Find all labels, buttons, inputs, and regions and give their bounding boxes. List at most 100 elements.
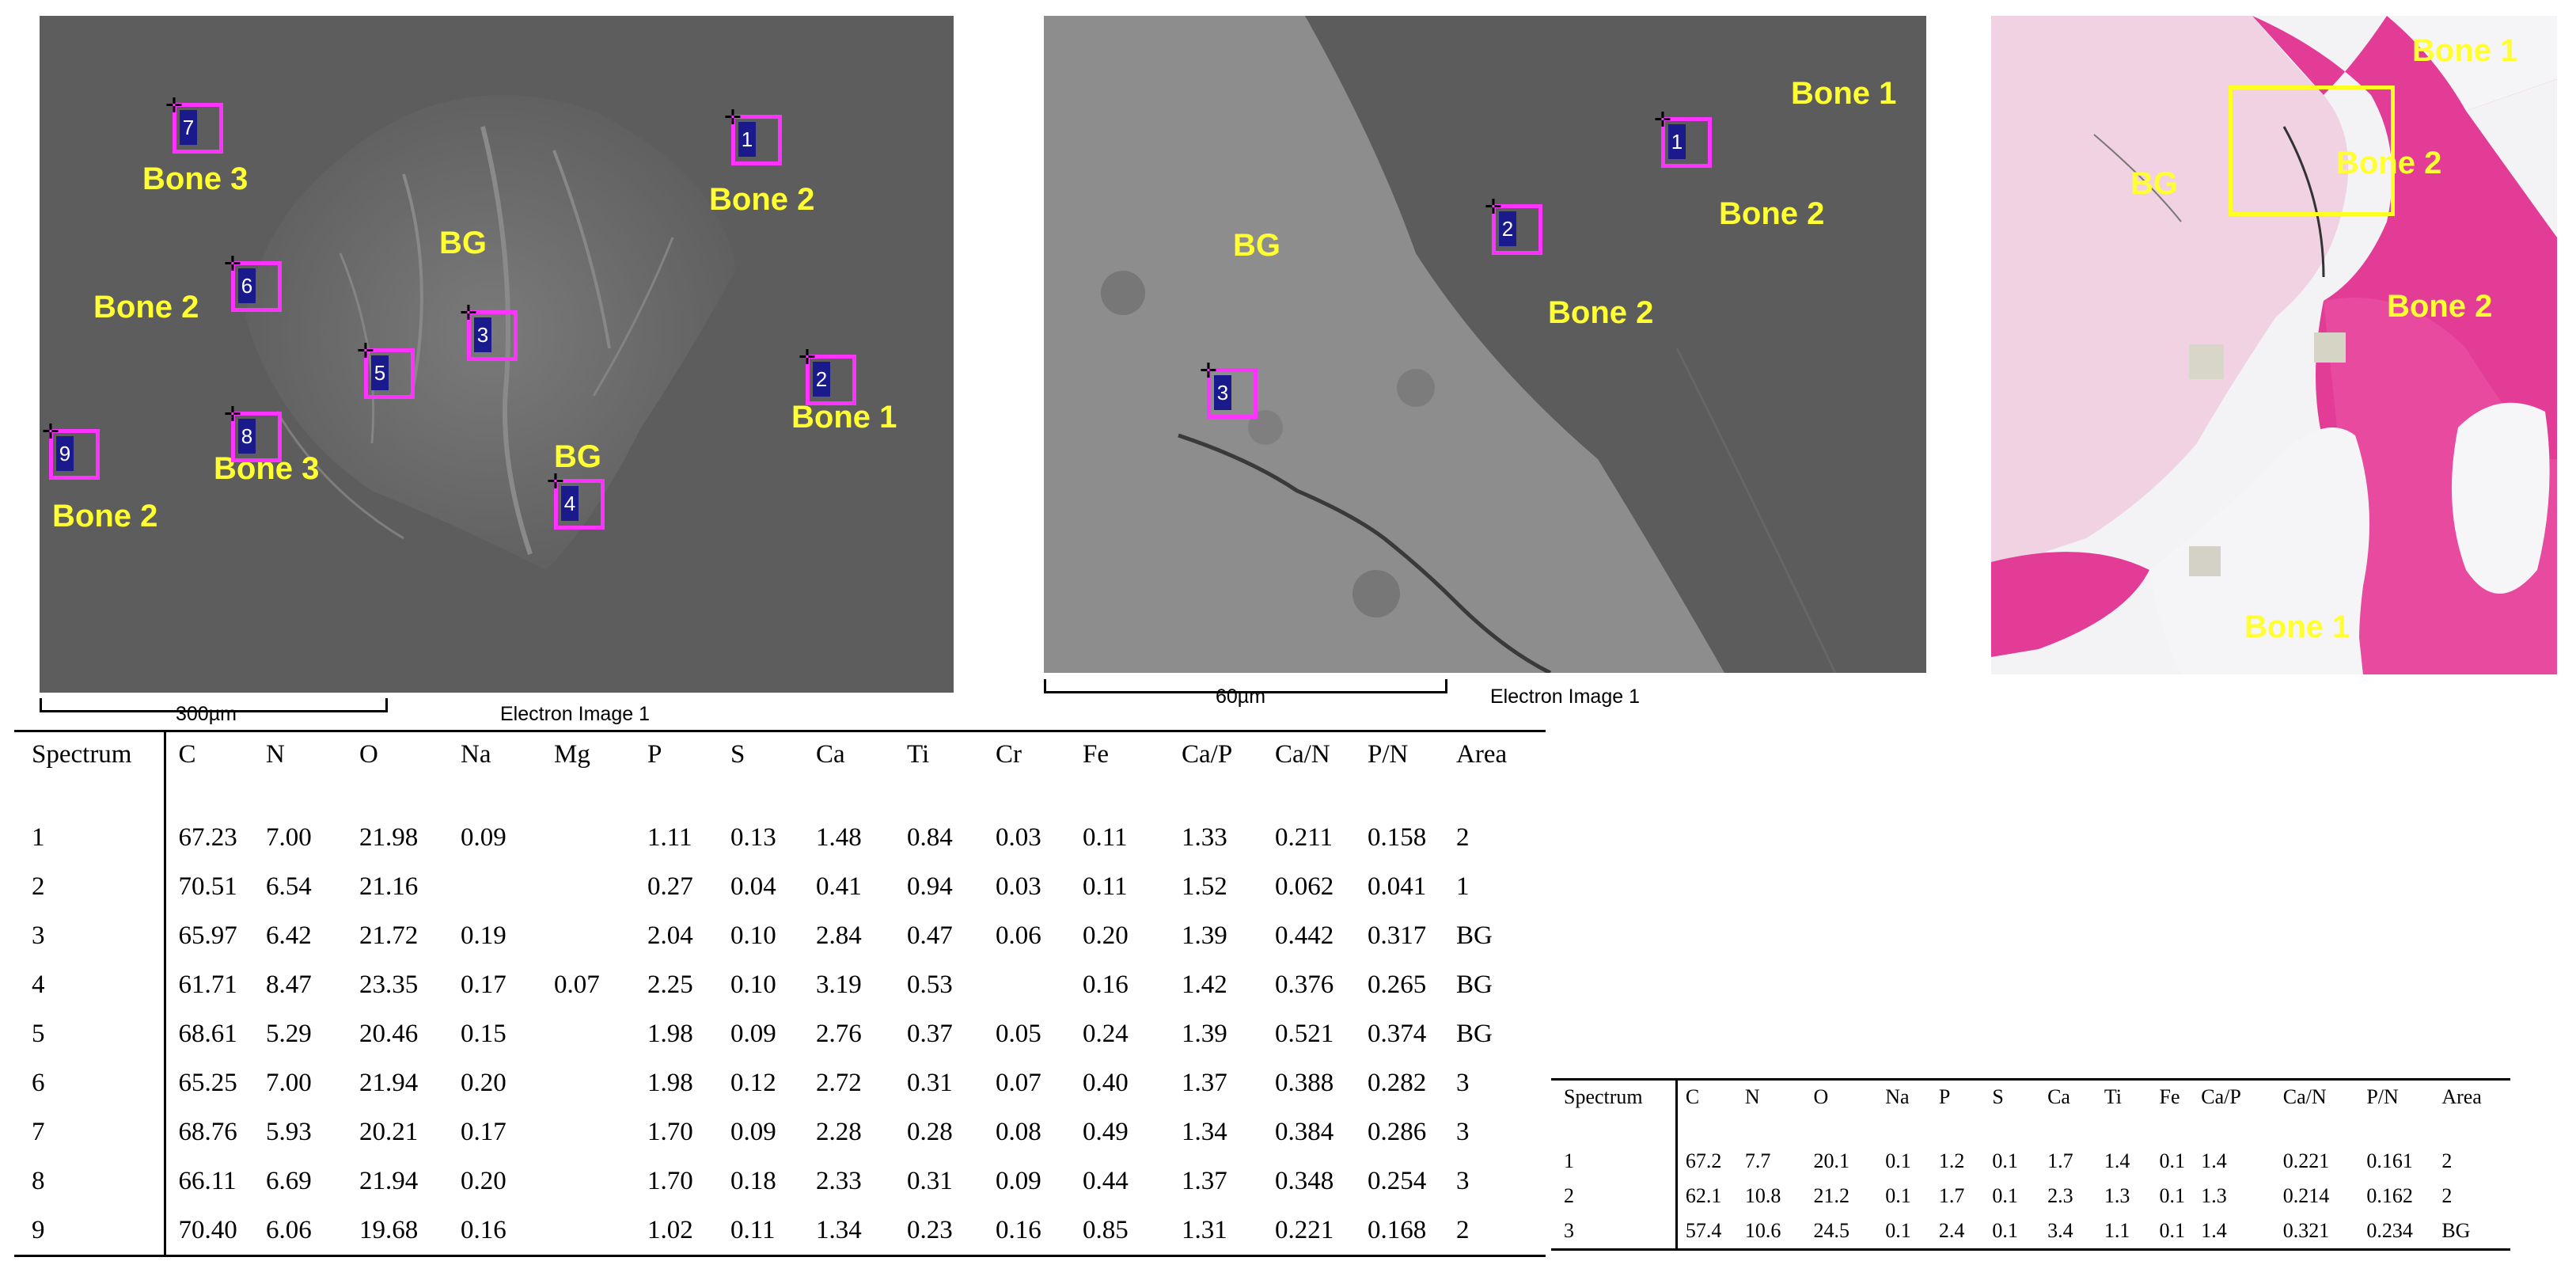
table-cell: 2.28 <box>816 1117 862 1146</box>
table-cell: 3 <box>1456 1117 1470 1146</box>
table-row: 1 67.2 7.7 20.1 0.1 1.2 0.1 1.7 1.4 0.1 1.4 0.221 0.… <box>1551 1126 2510 1179</box>
spot-number: 6 <box>238 268 256 303</box>
spot-number: 5 <box>371 355 389 390</box>
table-cell <box>996 960 1083 1009</box>
table-cell: 1.34 <box>816 1215 862 1244</box>
crosshair-icon: ✛ <box>357 340 374 363</box>
spot-number: 2 <box>813 362 830 397</box>
table-row: 7 68.76 5.93 20.21 0.17 1.70 0.09 2.28 0.28 0.08 0… <box>14 1107 1546 1157</box>
table-row: 2 70.51 6.54 21.16 0.27 0.04 0.41 0.94 0.03 0.11 1… <box>14 862 1546 911</box>
table-cell: 0.384 <box>1275 1117 1334 1146</box>
table-cell: 0.20 <box>461 1166 506 1195</box>
table-cell: 3.19 <box>816 970 862 999</box>
label-bone3-a: Bone 3 <box>142 161 248 196</box>
table-cell <box>554 1009 647 1058</box>
table-cell: 2.84 <box>816 921 862 950</box>
label-bone1: Bone 1 <box>1791 76 1897 111</box>
table-cell: 21.72 <box>359 921 419 950</box>
table-cell: 21.16 <box>359 872 419 901</box>
table-cell: 0.31 <box>907 1166 953 1195</box>
spectrum-spot-2: ✛ 2 <box>1485 197 1542 255</box>
table-cell: 0.062 <box>1275 872 1334 901</box>
header-p: P <box>647 740 662 769</box>
table-cell: 20.46 <box>359 1019 419 1048</box>
table-cell: 0.28 <box>907 1117 953 1146</box>
table-cell: 1.37 <box>1182 1068 1227 1097</box>
spectrum-spot-3: ✛ 3 <box>460 303 518 361</box>
label-bone2-a: Bone 2 <box>1719 196 1825 231</box>
table-cell: 0.317 <box>1368 921 1427 950</box>
header-ca-n: Ca/N <box>1275 740 1330 769</box>
table-cell: 0.1 <box>2159 1184 2186 1207</box>
table-cell: 1.4 <box>2104 1149 2130 1172</box>
table-cell: 0.17 <box>461 970 506 999</box>
header-row: Spectrum C N O Na P S Ca Ti Fe Ca/P Ca/N… <box>1551 1079 2510 1126</box>
table-cell: 19.68 <box>359 1215 419 1244</box>
table-cell: 0.11 <box>730 1215 776 1244</box>
table-cell: 2 <box>1456 822 1470 852</box>
label-bone1-top: Bone 1 <box>2412 33 2518 68</box>
sem-image-2-texture <box>1044 16 1926 673</box>
table-cell: 0.49 <box>1083 1117 1129 1146</box>
image-caption-2: Electron Image 1 <box>1490 686 1640 708</box>
cell-spectrum: 8 <box>14 1157 166 1206</box>
crosshair-icon: ✛ <box>1200 359 1217 383</box>
table-cell: 1.3 <box>2201 1184 2227 1207</box>
table-cell: 5.29 <box>266 1019 312 1048</box>
cell-spectrum: 3 <box>14 911 166 960</box>
table-cell: BG <box>1456 970 1493 999</box>
spot-number: 3 <box>1214 375 1231 410</box>
table-row: 9 70.40 6.06 19.68 0.16 1.02 0.11 1.34 0.23 0.16 0… <box>14 1206 1546 1256</box>
table-cell: 0.09 <box>461 822 506 852</box>
table-cell: BG <box>1456 921 1493 950</box>
table-cell: 0.11 <box>1083 822 1128 852</box>
crosshair-icon: ✛ <box>724 106 742 130</box>
table-cell: 0.03 <box>996 822 1041 852</box>
spectrum-spot-6: ✛ 6 <box>224 254 282 312</box>
table-cell: 6.06 <box>266 1215 312 1244</box>
table-cell: 0.08 <box>996 1117 1041 1146</box>
spectrum-spot-5: ✛ 5 <box>357 341 415 399</box>
crosshair-icon: ✛ <box>799 346 816 370</box>
header-spectrum: Spectrum <box>14 731 166 789</box>
header-ca-p: Ca/P <box>1182 740 1233 769</box>
table-cell: 0.265 <box>1368 970 1427 999</box>
table-cell: 0.94 <box>907 872 953 901</box>
table-cell: 0.15 <box>461 1019 506 1048</box>
table-cell: 2.04 <box>647 921 693 950</box>
table-cell: 5.93 <box>266 1117 312 1146</box>
table-cell: 67.2 <box>1685 1149 1722 1172</box>
table-cell: 3 <box>1456 1068 1470 1097</box>
crosshair-icon: ✛ <box>547 470 564 494</box>
table-cell: 0.53 <box>907 970 953 999</box>
header-ca-p: Ca/P <box>2201 1085 2241 1108</box>
table-cell: 0.1 <box>1992 1219 2018 1242</box>
table-cell <box>554 911 647 960</box>
scale-bar-1 <box>40 698 388 712</box>
table-cell: 8.47 <box>266 970 312 999</box>
table-row: 3 57.4 10.6 24.5 0.1 2.4 0.1 3.4 1.1 0.1 1.4 0.321 0… <box>1551 1214 2510 1250</box>
table-cell <box>461 862 554 911</box>
table-cell: 0.27 <box>647 872 693 901</box>
header-fe: Fe <box>1083 740 1109 769</box>
header-spectrum: Spectrum <box>1551 1079 1678 1126</box>
spot-number: 1 <box>1668 124 1686 159</box>
table-cell: 1.2 <box>1938 1149 1965 1172</box>
table-cell: 1.37 <box>1182 1166 1227 1195</box>
cell-spectrum: 9 <box>14 1206 166 1256</box>
table-cell: 1.7 <box>1938 1184 1965 1207</box>
header-p: P <box>1938 1085 1951 1108</box>
table-cell: 6.69 <box>266 1166 312 1195</box>
spectrum-spot-3: ✛ 3 <box>1200 361 1258 419</box>
region-of-interest-box <box>2229 85 2395 216</box>
spectrum-spot-8: ✛ 8 <box>224 405 282 462</box>
table-row: 4 61.71 8.47 23.35 0.17 0.07 2.25 0.10 3.19 0.53 0… <box>14 960 1546 1009</box>
table-cell: 1.11 <box>647 822 692 852</box>
cell-spectrum: 1 <box>1551 1126 1678 1179</box>
table-cell: 0.03 <box>996 872 1041 901</box>
label-bg: BG <box>1233 228 1280 263</box>
eds-table-1: Spectrum C N O Na Mg P S Ca Ti Cr Fe Ca/… <box>14 730 1546 1257</box>
cell-spectrum: 2 <box>1551 1179 1678 1214</box>
table-cell: 0.23 <box>907 1215 953 1244</box>
table-cell: 1.39 <box>1182 921 1227 950</box>
